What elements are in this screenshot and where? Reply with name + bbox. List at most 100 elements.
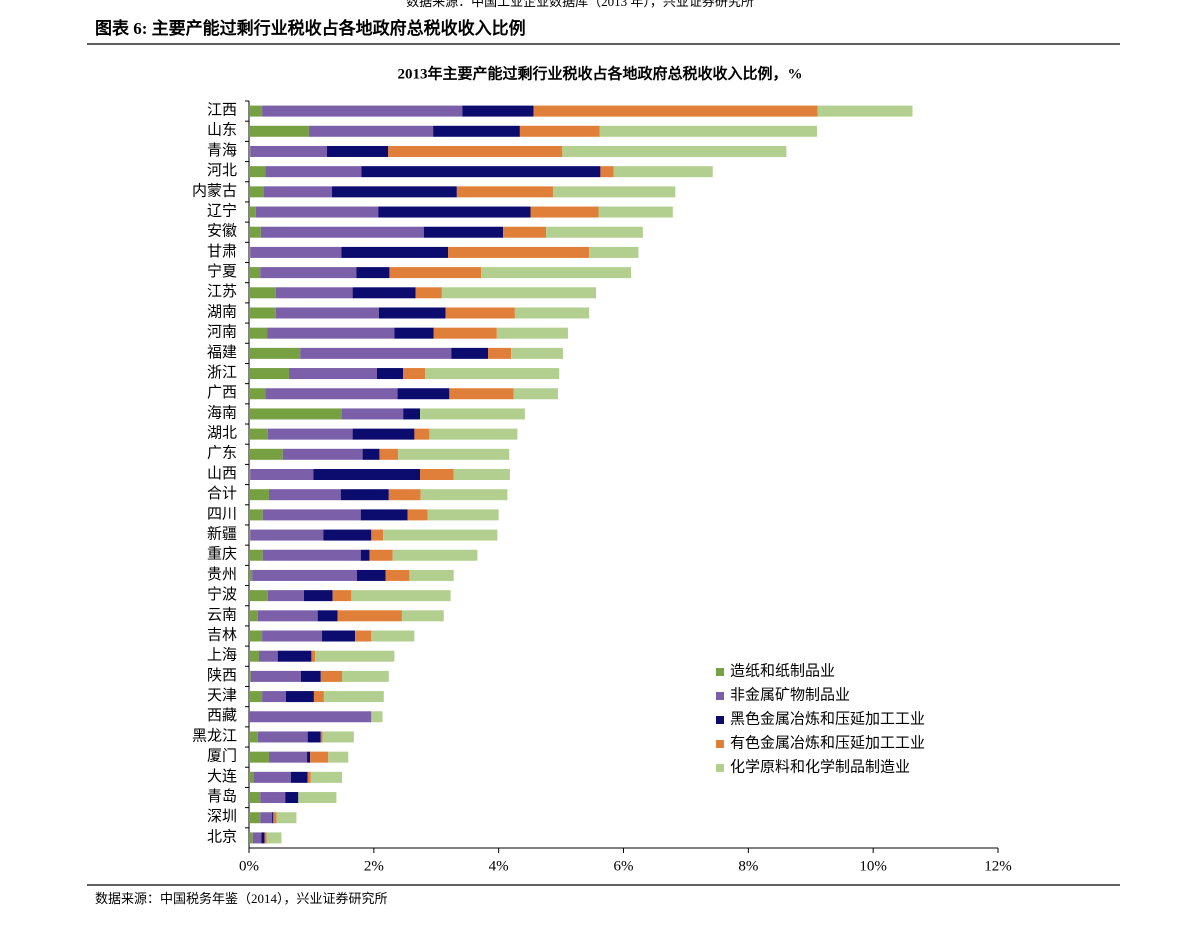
bar-segment: [249, 206, 256, 218]
bar-segment: [342, 670, 389, 682]
bar-segment: [407, 509, 428, 521]
y-tick-label: 山西: [207, 465, 237, 482]
bar-segment: [262, 509, 361, 521]
y-tick-label: 河北: [207, 162, 237, 179]
bar-segment: [311, 650, 316, 662]
bar-segment: [514, 307, 590, 319]
bar-segment: [433, 327, 497, 339]
bar-segment: [342, 408, 404, 420]
x-tick-label: 12%: [984, 858, 1012, 874]
chart-title: 2013年主要产能过剩行业税收占各地政府总税收收入比例，%: [397, 64, 802, 82]
legend-swatch: [716, 692, 724, 700]
bar-segment: [519, 125, 600, 137]
bar-segment: [249, 226, 261, 238]
bar-segment: [315, 650, 395, 662]
bar-segment: [249, 125, 309, 137]
figure-title: 图表 6: 主要产能过剩行业税收占各地政府总税收收入比例: [95, 18, 526, 38]
bar-segment: [267, 327, 395, 339]
bar-segment: [817, 105, 913, 117]
bar-segment: [249, 489, 269, 501]
legend-label: 黑色金属冶炼和压延加工工业: [730, 710, 925, 727]
footer-source: 数据来源：中国税务年鉴（2014），兴业证券研究所: [95, 891, 388, 906]
bar-segment: [317, 610, 338, 622]
bar-segment: [355, 630, 372, 642]
bar-segment: [613, 166, 713, 178]
bar-segment: [513, 388, 558, 400]
bar-segment: [249, 549, 263, 561]
bar-segment: [394, 327, 434, 339]
bar-segment: [379, 448, 399, 460]
bar-segment: [441, 287, 597, 299]
bar-segment: [249, 832, 253, 844]
bar-segment: [322, 630, 356, 642]
legend-swatch: [716, 764, 724, 772]
x-tick-label: 2%: [364, 858, 384, 874]
y-tick-label: 青海: [207, 142, 237, 159]
bar-segment: [250, 529, 324, 541]
bar-segment: [451, 347, 489, 359]
bar-segment: [488, 347, 512, 359]
bar-segment: [260, 267, 357, 279]
bar-segment: [249, 347, 301, 359]
bar-segment: [420, 408, 525, 420]
bar-segment: [265, 388, 398, 400]
bar-segment: [401, 610, 444, 622]
bar-segment: [511, 347, 563, 359]
bar-segment: [273, 812, 277, 824]
bar-segment: [255, 206, 379, 218]
bar-segment: [260, 226, 424, 238]
bar-segment: [249, 650, 259, 662]
bar-segment: [249, 368, 289, 380]
bar-segment: [340, 489, 389, 501]
bar-segment: [249, 327, 268, 339]
bar-segment: [277, 650, 312, 662]
bar-segment: [249, 610, 258, 622]
bar-segment: [598, 206, 673, 218]
bar-segment: [262, 630, 323, 642]
bar-segment: [249, 388, 266, 400]
bar-segment: [376, 368, 404, 380]
bar-segment: [300, 347, 452, 359]
bar-segment: [378, 206, 531, 218]
bar-segment: [288, 368, 377, 380]
bar-segment: [262, 691, 286, 703]
bar-segment: [341, 246, 449, 258]
bar-segment: [249, 771, 254, 783]
bar-segment: [323, 691, 384, 703]
bar-segment: [371, 711, 383, 723]
bar-segment: [249, 267, 261, 279]
legend-swatch: [716, 740, 724, 748]
bar-segment: [383, 529, 498, 541]
y-tick-label: 北京: [207, 828, 237, 845]
bar-segment: [425, 368, 560, 380]
bar-segment: [445, 307, 515, 319]
y-tick-label: 大连: [207, 768, 237, 785]
bar-segment: [290, 771, 308, 783]
bar-segment: [351, 590, 451, 602]
bar-segment: [356, 267, 390, 279]
x-tick-label: 0%: [239, 858, 259, 874]
y-tick-label: 四川: [207, 506, 237, 522]
bar-segment: [356, 569, 386, 581]
bar-segment: [530, 206, 599, 218]
bar-segment: [249, 246, 251, 258]
bar-segment: [392, 549, 478, 561]
bar-segment: [252, 832, 262, 844]
x-tick-label: 4%: [489, 858, 509, 874]
y-tick-label: 深圳: [207, 808, 237, 825]
y-tick-label: 西藏: [207, 707, 237, 724]
y-tick-label: 福建: [207, 344, 237, 361]
bar-segment: [266, 832, 282, 844]
y-tick-label: 黑龙江: [192, 727, 237, 744]
bar-segment: [265, 166, 362, 178]
bar-segment: [249, 145, 251, 157]
y-tick-label: 安徽: [207, 223, 237, 240]
bar-segment: [253, 771, 291, 783]
bar-segment: [300, 670, 321, 682]
legend-label: 造纸和纸制品业: [730, 662, 835, 679]
bar-segment: [257, 731, 308, 743]
bar-segment: [249, 630, 263, 642]
bar-segment: [600, 166, 614, 178]
legend-swatch: [716, 716, 724, 724]
